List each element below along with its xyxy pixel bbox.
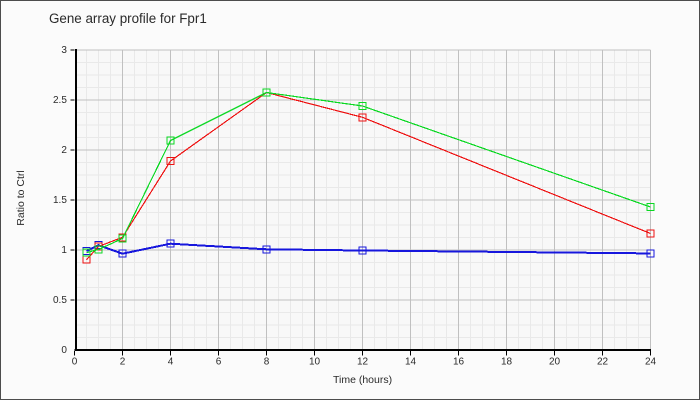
- svg-text:24: 24: [645, 357, 657, 368]
- svg-text:Gene array profile for Fpr1: Gene array profile for Fpr1: [49, 11, 207, 26]
- svg-text:18: 18: [501, 357, 513, 368]
- svg-text:1: 1: [61, 245, 67, 256]
- svg-text:16: 16: [453, 357, 465, 368]
- svg-text:0.5: 0.5: [53, 295, 67, 306]
- svg-text:6: 6: [216, 357, 222, 368]
- svg-text:2: 2: [61, 145, 67, 156]
- svg-text:4: 4: [168, 357, 174, 368]
- svg-text:0: 0: [72, 357, 78, 368]
- svg-text:Time (hours): Time (hours): [333, 374, 392, 386]
- svg-text:2.5: 2.5: [53, 95, 67, 106]
- svg-text:12: 12: [357, 357, 369, 368]
- svg-text:Ratio to Ctrl: Ratio to Ctrl: [15, 170, 27, 225]
- svg-text:0: 0: [61, 345, 67, 356]
- svg-text:2: 2: [120, 357, 126, 368]
- svg-text:22: 22: [597, 357, 609, 368]
- svg-text:8: 8: [264, 357, 270, 368]
- svg-text:3: 3: [61, 45, 67, 56]
- svg-text:1.5: 1.5: [53, 195, 67, 206]
- svg-text:10: 10: [309, 357, 321, 368]
- svg-text:14: 14: [405, 357, 417, 368]
- svg-text:20: 20: [549, 357, 561, 368]
